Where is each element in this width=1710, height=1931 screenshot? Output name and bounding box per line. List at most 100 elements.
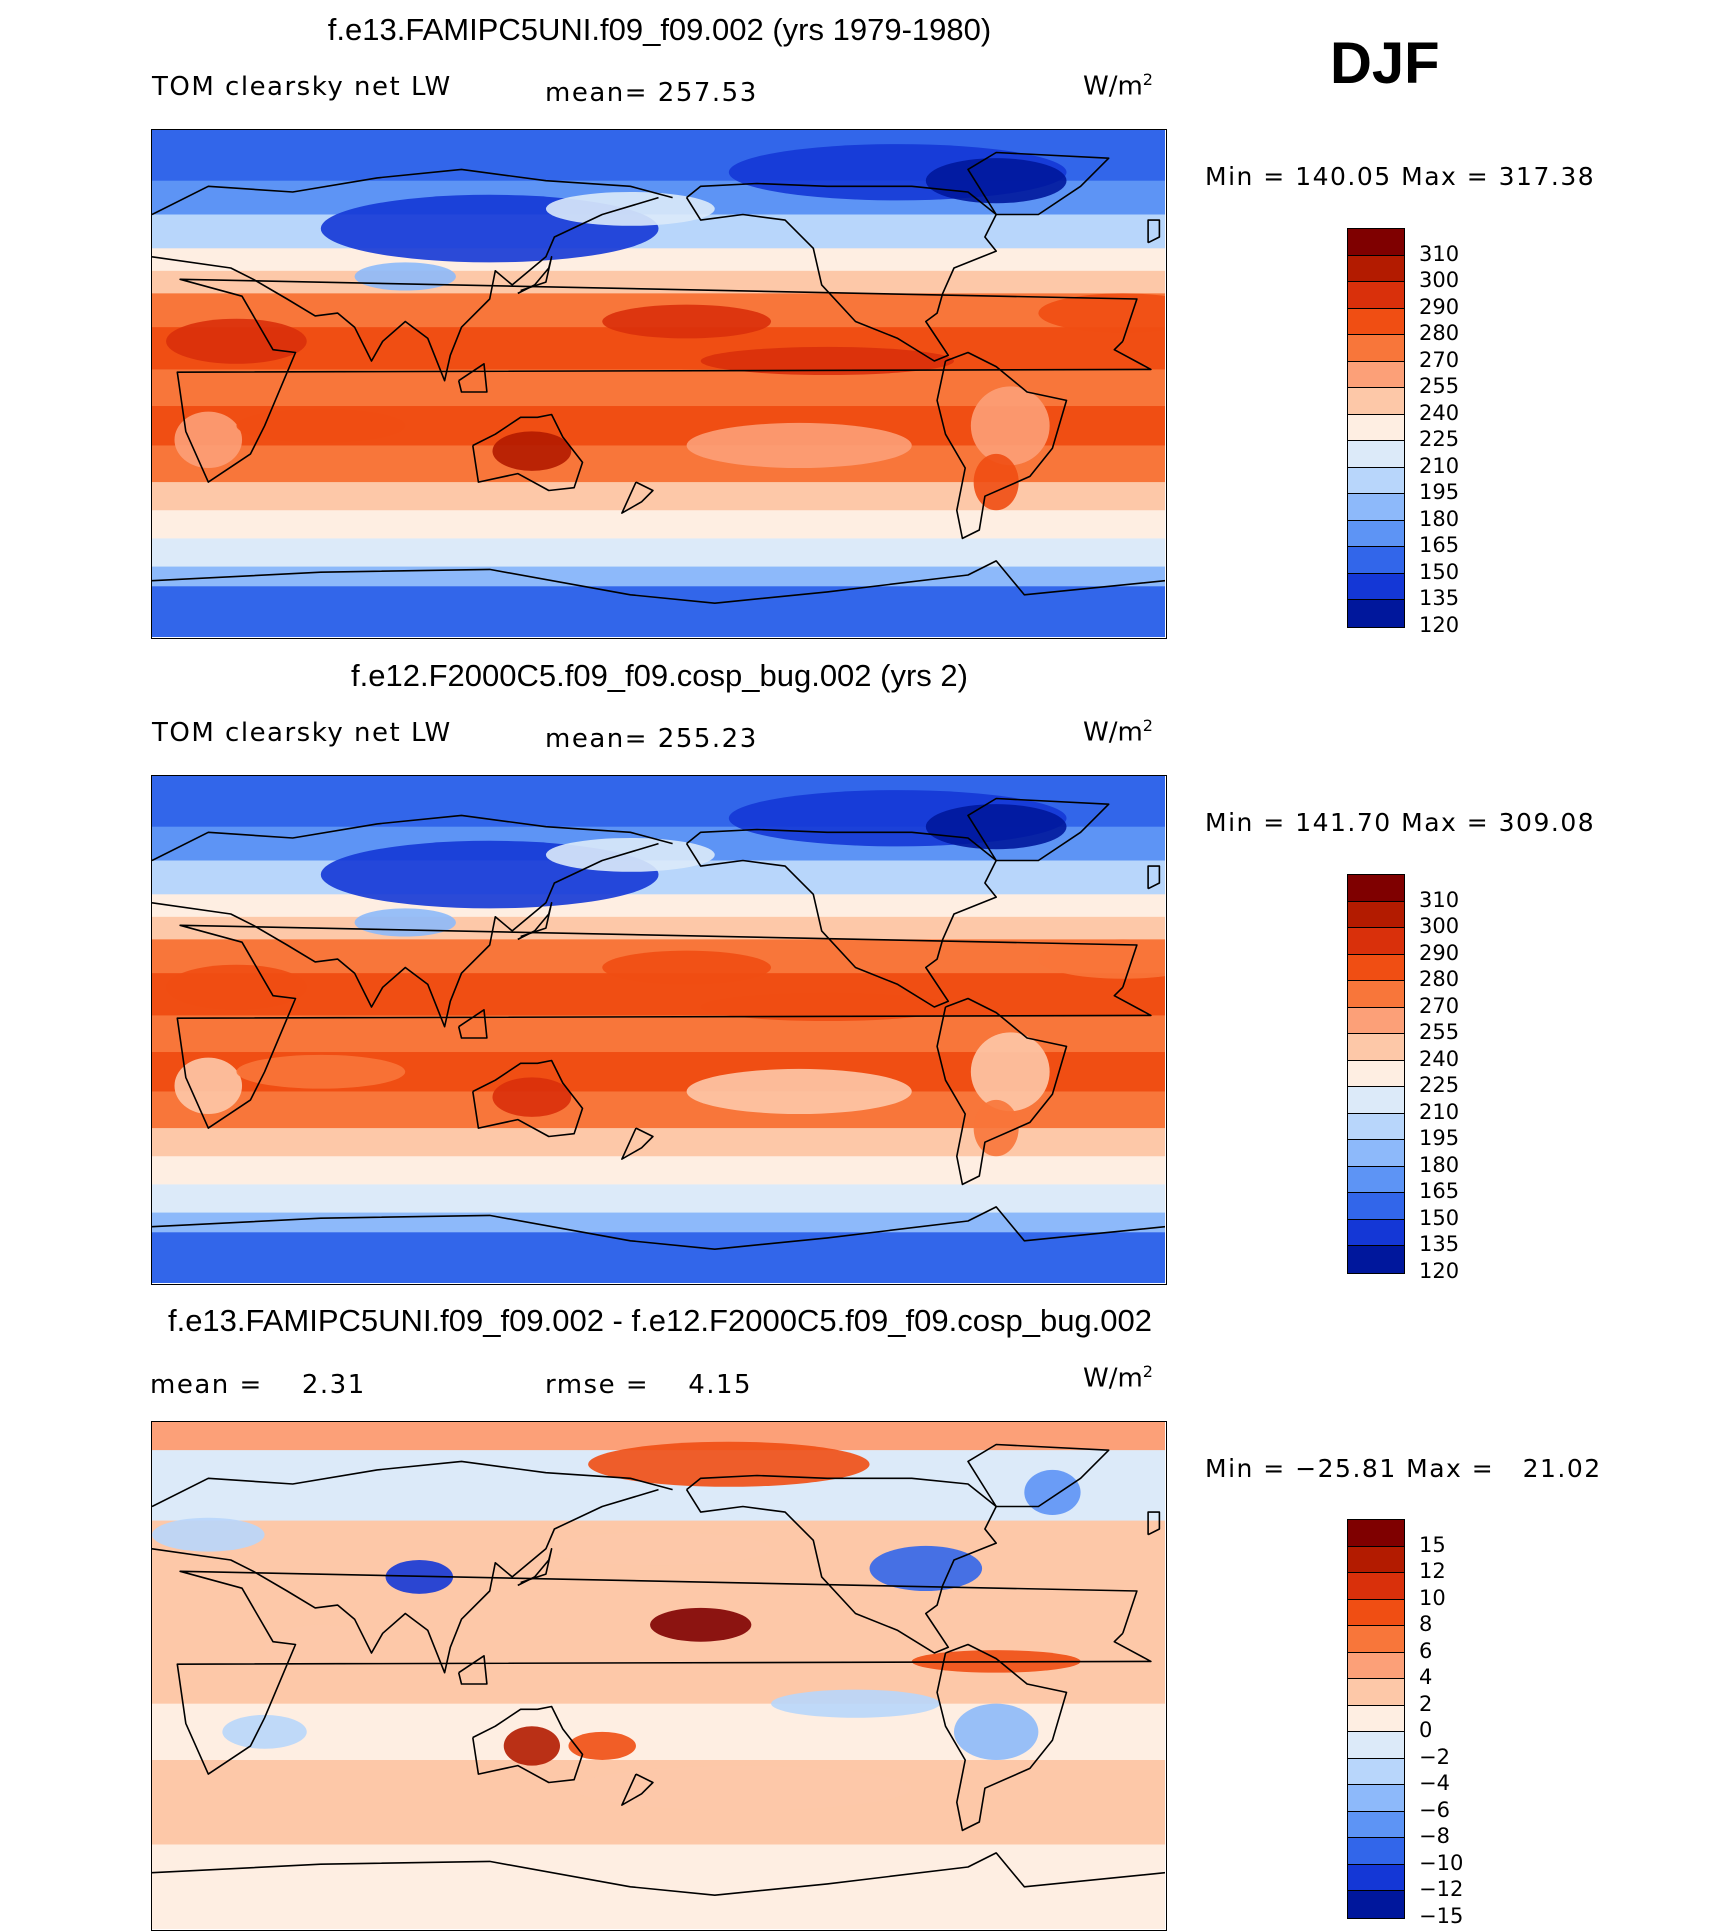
coastline [176, 1570, 1152, 1775]
colorbar-tick-label: 195 [1419, 480, 1460, 505]
field-blob [492, 1077, 572, 1117]
coastline [685, 828, 998, 1008]
coastline [152, 560, 1165, 605]
colorbar-swatch [1348, 954, 1404, 982]
field-blob [1038, 293, 1165, 333]
coastline [152, 842, 659, 1028]
colorbar-swatch [1348, 1060, 1404, 1088]
colorbar-swatch [1348, 1599, 1404, 1627]
field-blob [970, 1032, 1050, 1112]
field-band [152, 1232, 1165, 1283]
coastline [472, 413, 584, 492]
field-blob [970, 386, 1050, 466]
field-blob [236, 408, 406, 443]
colorbar-swatch [1348, 335, 1404, 362]
colorbar-swatch [1348, 1785, 1404, 1812]
field-band [152, 538, 1165, 568]
panel2-mean-text: mean= 255.23 [545, 724, 758, 754]
colorbar-swatch [1348, 1705, 1404, 1733]
units-base: W/m [1083, 1363, 1143, 1394]
colorbar-tick-label: 290 [1419, 940, 1460, 965]
colorbar-swatch [1348, 600, 1404, 627]
coastline [152, 1852, 1165, 1897]
coastline [1147, 219, 1161, 244]
coastline [685, 1474, 998, 1654]
colorbar-tick-label: −15 [1419, 1904, 1464, 1928]
field-blob [166, 318, 307, 364]
colorbar-swatch [1348, 1732, 1404, 1759]
field-band [152, 1156, 1165, 1186]
coastline [621, 1773, 654, 1806]
coastline [517, 256, 553, 295]
colorbar-tick-label: 270 [1419, 993, 1460, 1018]
coastline [967, 1443, 1110, 1508]
coastline [152, 1206, 1165, 1251]
panel1-mean-text: mean= 257.53 [545, 78, 758, 108]
colorbar-tick-label: 135 [1419, 1232, 1460, 1257]
colorbar-tick-label: 280 [1419, 321, 1460, 346]
field-blob [953, 1703, 1039, 1760]
colorbar-tick-label: 12 [1419, 1559, 1446, 1584]
colorbar-swatch [1348, 1246, 1404, 1273]
field-band [152, 248, 1165, 272]
field-blob [771, 1689, 940, 1718]
units-exp: 2 [1142, 716, 1153, 735]
field-band [152, 586, 1165, 637]
colorbar-swatch [1348, 981, 1404, 1008]
colorbar-tick-label: 0 [1419, 1718, 1433, 1743]
colorbar-swatch [1348, 308, 1404, 336]
panel1-colorbar [1347, 228, 1405, 628]
colorbar-swatch [1348, 1891, 1404, 1918]
coastline [1147, 1511, 1161, 1536]
colorbar-swatch [1348, 1034, 1404, 1061]
panel2-minmax: Min = 141.70 Max = 309.08 [1205, 808, 1596, 837]
coastline [621, 481, 654, 514]
field-blob [1038, 939, 1165, 979]
coastline [472, 1059, 584, 1138]
colorbar-tick-label: 240 [1419, 400, 1460, 425]
colorbar-tick-label: 225 [1419, 1073, 1460, 1098]
units-exp: 2 [1142, 70, 1153, 89]
colorbar-swatch [1348, 255, 1404, 283]
colorbar-swatch [1348, 494, 1404, 521]
colorbar-tick-label: 120 [1419, 613, 1460, 637]
colorbar-swatch [1348, 520, 1404, 548]
coastline [936, 1643, 1068, 1832]
panel1-map-field [152, 130, 1165, 637]
colorbar-tick-label: −2 [1419, 1744, 1450, 1769]
field-blob [574, 1765, 912, 1811]
coastline [152, 168, 673, 216]
field-blob [545, 191, 715, 226]
field-blob [650, 1607, 752, 1642]
colorbar-tick-label: 210 [1419, 1099, 1460, 1124]
colorbar-swatch [1348, 1758, 1404, 1786]
panel1-minmax: Min = 140.05 Max = 317.38 [1205, 162, 1596, 191]
colorbar-swatch [1348, 1520, 1404, 1547]
colorbar-tick-label: 300 [1419, 914, 1460, 939]
field-blob [686, 1068, 912, 1114]
field-blob [503, 1726, 561, 1766]
colorbar-swatch [1348, 414, 1404, 442]
coastline [1147, 865, 1161, 890]
colorbar-swatch [1348, 573, 1404, 601]
colorbar-tick-label: 135 [1419, 586, 1460, 611]
colorbar-tick-label: 210 [1419, 453, 1460, 478]
colorbar-swatch [1348, 1864, 1404, 1892]
colorbar-tick-label: 8 [1419, 1612, 1433, 1637]
field-blob [236, 1054, 406, 1089]
panel2-title: f.e12.F2000C5.f09_f09.cosp_bug.002 (yrs … [351, 658, 968, 693]
colorbar-tick-label: 165 [1419, 533, 1460, 558]
field-band [152, 894, 1165, 918]
colorbar-swatch [1348, 361, 1404, 389]
colorbar-swatch [1348, 547, 1404, 574]
field-band [152, 1212, 1165, 1234]
panel3-colorbar [1347, 1519, 1405, 1919]
panel3-title: f.e13.FAMIPC5UNI.f09_f09.002 - f.e12.F20… [167, 1303, 1153, 1338]
field-blob [568, 1731, 636, 1760]
panel3-rmse-label: rmse = 4.15 [545, 1370, 753, 1400]
panel1-units: W/m2 [1083, 70, 1153, 102]
colorbar-tick-label: 2 [1419, 1691, 1433, 1716]
panel2-units: W/m2 [1083, 716, 1153, 748]
colorbar-tick-label: 225 [1419, 427, 1460, 452]
colorbar-tick-label: 270 [1419, 347, 1460, 372]
